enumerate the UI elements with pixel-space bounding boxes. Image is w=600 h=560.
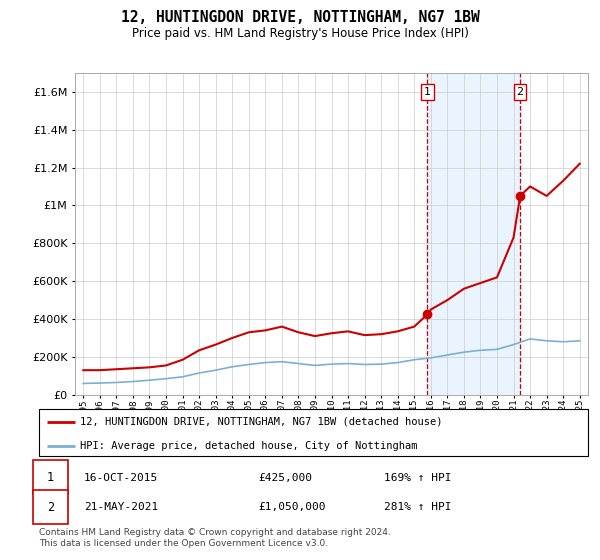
Text: £1,050,000: £1,050,000 xyxy=(258,502,325,512)
FancyBboxPatch shape xyxy=(39,409,588,456)
Text: 1: 1 xyxy=(47,471,54,484)
Text: 2: 2 xyxy=(517,87,524,97)
Text: 12, HUNTINGDON DRIVE, NOTTINGHAM, NG7 1BW: 12, HUNTINGDON DRIVE, NOTTINGHAM, NG7 1B… xyxy=(121,10,479,25)
Text: £425,000: £425,000 xyxy=(258,473,312,483)
Text: 2: 2 xyxy=(47,501,54,514)
Text: Contains HM Land Registry data © Crown copyright and database right 2024.
This d: Contains HM Land Registry data © Crown c… xyxy=(39,528,391,548)
Text: 169% ↑ HPI: 169% ↑ HPI xyxy=(384,473,452,483)
Text: 12, HUNTINGDON DRIVE, NOTTINGHAM, NG7 1BW (detached house): 12, HUNTINGDON DRIVE, NOTTINGHAM, NG7 1B… xyxy=(80,417,443,427)
Text: HPI: Average price, detached house, City of Nottingham: HPI: Average price, detached house, City… xyxy=(80,441,418,451)
Text: 16-OCT-2015: 16-OCT-2015 xyxy=(84,473,158,483)
Text: Price paid vs. HM Land Registry's House Price Index (HPI): Price paid vs. HM Land Registry's House … xyxy=(131,27,469,40)
Text: 21-MAY-2021: 21-MAY-2021 xyxy=(84,502,158,512)
Bar xyxy=(427,73,520,395)
Text: 281% ↑ HPI: 281% ↑ HPI xyxy=(384,502,452,512)
Text: 1: 1 xyxy=(424,87,431,97)
